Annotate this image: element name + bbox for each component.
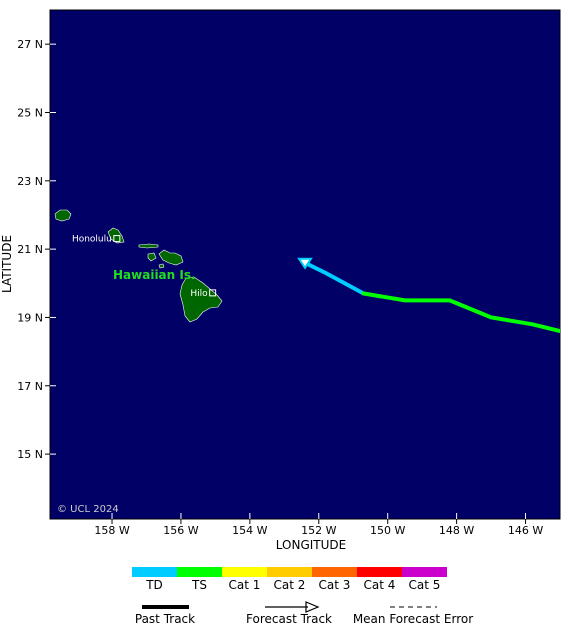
city-label: Hilo <box>190 289 208 299</box>
lon-tick-label: 154 W <box>232 524 267 537</box>
region-label: Hawaiian Is. <box>113 268 196 282</box>
y-axis-title: LATITUDE <box>0 235 14 293</box>
lat-tick-label: 17 N <box>17 380 43 393</box>
lat-tick-label: 23 N <box>17 175 43 188</box>
legend-swatch-cat-2 <box>267 567 312 577</box>
island-maui <box>158 249 184 266</box>
lon-tick-label: 150 W <box>370 524 405 537</box>
lon-tick-label: 146 W <box>508 524 543 537</box>
legend-swatch-cat-1 <box>222 567 267 577</box>
forecast-arrow-icon <box>305 601 320 613</box>
legend-swatch-cat-4 <box>357 567 402 577</box>
lon-tick-label: 158 W <box>94 524 129 537</box>
x-axis-title: LONGITUDE <box>276 538 346 552</box>
city-marker <box>209 289 217 297</box>
city-marker <box>113 235 121 243</box>
legend-swatch-td <box>132 567 177 577</box>
legend-swatch-cat-3 <box>312 567 357 577</box>
city-markers: Honolulu Hilo <box>72 235 217 299</box>
copyright-text: © UCL 2024 <box>57 504 119 515</box>
lat-tick-label: 21 N <box>17 243 43 256</box>
lon-tick-label: 156 W <box>163 524 198 537</box>
island-lanai <box>147 252 157 262</box>
storm-position-icon <box>297 257 313 270</box>
lat-tick-label: 25 N <box>17 106 43 119</box>
legend-label-cat-3: Cat 3 <box>319 578 351 592</box>
mean-error-label: Mean Forecast Error <box>353 612 473 626</box>
forecast-track-label: Forecast Track <box>246 612 332 626</box>
track-legend: Past Track Forecast Track Mean Forecast … <box>135 601 473 626</box>
legend-label-cat-5: Cat 5 <box>409 578 441 592</box>
island-hawaii <box>179 276 223 323</box>
category-legend: TD TS Cat 1 Cat 2 Cat 3 Cat 4 Cat 5 <box>132 567 447 592</box>
map-axes: 158 W 156 W 154 W 152 W 150 W 148 W 146 W 27 N 2… <box>17 38 543 537</box>
island-molokai <box>138 243 159 249</box>
past-track-label: Past Track <box>135 612 195 626</box>
hawaiian-islands <box>54 209 223 323</box>
lon-tick-label: 148 W <box>439 524 474 537</box>
legend-label-cat-4: Cat 4 <box>364 578 396 592</box>
legend-swatch-cat-5 <box>402 567 447 577</box>
island-kahoolawe <box>158 263 165 269</box>
lon-tick-label: 152 W <box>301 524 336 537</box>
storm-track <box>297 257 560 334</box>
legend-label-cat-2: Cat 2 <box>274 578 306 592</box>
lat-tick-label: 15 N <box>17 448 43 461</box>
legend-label-cat-1: Cat 1 <box>229 578 261 592</box>
track-segment-ts <box>361 291 560 334</box>
legend-label-ts: TS <box>191 578 207 592</box>
legend-label-td: TD <box>145 578 163 592</box>
legend-swatch-ts <box>177 567 222 577</box>
lat-tick-label: 27 N <box>17 38 43 51</box>
island-kauai <box>54 209 72 222</box>
city-label: Honolulu <box>72 235 112 245</box>
track-segment-td <box>303 260 366 296</box>
lat-tick-label: 19 N <box>17 311 43 324</box>
